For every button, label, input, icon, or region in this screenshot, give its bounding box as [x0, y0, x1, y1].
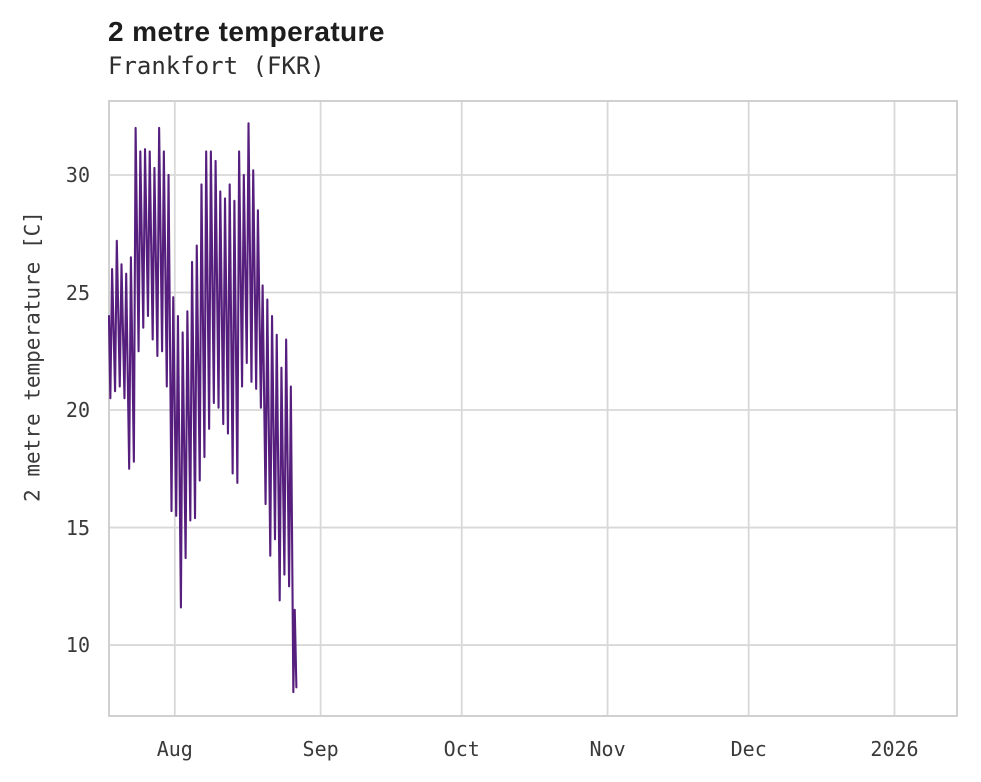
chart-subtitle: Frankfort (FKR)	[108, 52, 325, 80]
y-axis-title: 2 metre temperature [C]	[20, 211, 45, 502]
chart-title: 2 metre temperature	[108, 16, 385, 47]
x-tick-label: Dec	[730, 737, 767, 761]
temperature-line	[108, 122, 298, 694]
x-tick-label: Sep	[302, 737, 339, 761]
y-tick-label: 10	[65, 633, 90, 658]
plot-border	[108, 100, 958, 717]
plot-area	[108, 100, 958, 717]
x-tick-label: 2026	[870, 737, 919, 761]
x-tick-label: Oct	[443, 737, 480, 761]
y-tick-label: 15	[65, 515, 90, 540]
x-tick-label: Nov	[589, 737, 626, 761]
y-tick-label: 30	[65, 162, 90, 187]
x-tick-label: Aug	[156, 737, 193, 761]
y-tick-label: 20	[65, 398, 90, 423]
y-tick-label: 25	[65, 280, 90, 305]
